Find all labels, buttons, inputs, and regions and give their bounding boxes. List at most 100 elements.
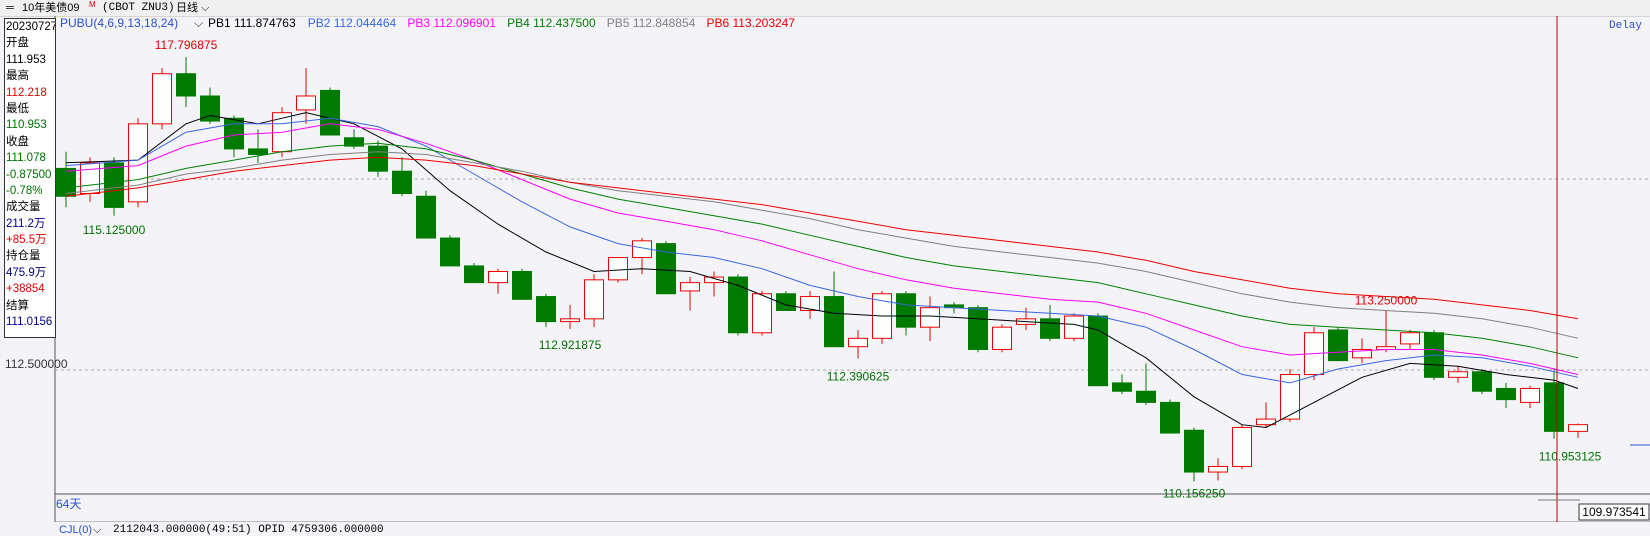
candle-body — [1520, 387, 1540, 403]
price-annotation: 112.921875 — [539, 338, 602, 352]
candle-body — [1136, 390, 1156, 403]
info-panel-item: 持仓量 — [6, 250, 41, 263]
candle-body — [536, 296, 556, 323]
chevron-down-icon[interactable]: ⌵ — [194, 16, 203, 30]
candle-body — [56, 167, 76, 197]
window-icon[interactable]: ═ — [6, 2, 14, 14]
symbol-name[interactable]: 10年美债09 — [22, 2, 80, 14]
ma-line-pb4 — [65, 142, 1579, 359]
candle-body — [1280, 374, 1300, 420]
candle-body — [1184, 429, 1204, 473]
candle-body — [680, 282, 700, 292]
info-panel-item: 110.953 — [6, 119, 47, 132]
candle-body — [512, 270, 532, 300]
candle-body — [248, 148, 268, 155]
candlestick-chart[interactable]: 112.500000 117.796875 115.125000 112.921875… — [0, 16, 1650, 522]
candle-body — [1472, 371, 1492, 392]
candle-body — [1328, 329, 1348, 362]
price-annotation: 115.125000 — [83, 223, 146, 237]
ma-line-pb1 — [65, 112, 1579, 429]
info-panel-item: +85.5万 — [6, 234, 47, 247]
candle-body — [1352, 348, 1372, 359]
candle-body — [656, 243, 676, 295]
candle-body — [392, 170, 412, 194]
candle-body — [320, 89, 340, 136]
chevron-down-icon[interactable]: ⌵ — [201, 2, 210, 14]
candle-body — [1040, 318, 1060, 339]
delay-label: Delay — [1609, 20, 1642, 32]
candle-body — [1232, 426, 1252, 467]
candle-body — [80, 162, 100, 194]
info-panel-item: 收盘 — [6, 135, 29, 148]
info-panel-item: 成交量 — [6, 201, 41, 214]
candle-body — [920, 307, 940, 328]
price-annotation: 110.953125 — [1539, 450, 1602, 464]
candle-body — [824, 296, 844, 348]
legend-item: PB3 112.096901 — [407, 16, 496, 30]
price-annotation: 117.796875 — [155, 38, 218, 52]
period-label: 日线 — [176, 2, 198, 14]
info-panel-item: 最高 — [6, 70, 29, 83]
info-panel-item: 111.078 — [6, 152, 46, 165]
legend-item: PB5 112.848854 — [607, 16, 696, 30]
candle-body — [1568, 424, 1588, 432]
legend-item: PB6 113.203247 — [707, 16, 796, 30]
info-panel-item: 111.953 — [6, 53, 46, 66]
candle-body — [1544, 382, 1564, 432]
indicator-name[interactable]: PUBU(4,6,9,13,18,24) — [60, 16, 178, 30]
ma-line-pb5 — [65, 151, 1579, 339]
candle-body — [1448, 371, 1468, 378]
candle-body — [128, 123, 148, 203]
ma-line-pb6 — [65, 156, 1579, 320]
candle-body — [560, 318, 580, 323]
candle-body — [704, 276, 724, 284]
volume-indicator-bar: CJL(0) ⌵ 2112043.000000(49:51) OPID 4759… — [55, 524, 1650, 536]
candle-body — [1496, 387, 1516, 401]
candle-body — [896, 293, 916, 328]
candle-body — [968, 307, 988, 350]
candle-body — [464, 265, 484, 284]
candle-body — [584, 279, 604, 320]
candle-body — [752, 293, 772, 334]
info-panel-item: 112.218 — [6, 86, 47, 99]
chevron-down-icon[interactable]: ⌵ — [93, 524, 102, 536]
candle-body — [176, 73, 196, 97]
symbol-superscript: M — [89, 0, 96, 9]
price-axis-box — [1578, 503, 1650, 521]
info-panel-item: 111.0156 — [6, 316, 53, 329]
contract-code: (CBOT ZNU3) — [102, 2, 175, 14]
candle-body — [1112, 382, 1132, 392]
title-bar: ═ 10年美债09 M (CBOT ZNU3) 日线 ⌵ — [0, 0, 1650, 17]
info-panel-item: 结算 — [6, 299, 29, 312]
candle-body — [1064, 315, 1084, 339]
legend-item: PB4 112.437500 — [507, 16, 596, 30]
info-panel-item: 最低 — [6, 102, 29, 115]
candle-body — [728, 276, 748, 334]
candle-body — [488, 270, 508, 284]
volume-indicator-values: 2112043.000000(49:51) OPID 4759306.00000… — [113, 524, 384, 536]
info-panel-item: -0.87500 — [6, 168, 52, 181]
info-panel-item: 211.2万 — [6, 217, 46, 230]
candle-body — [776, 293, 796, 311]
candle-body — [344, 137, 364, 147]
candle-body — [1256, 418, 1276, 426]
candle-body — [104, 162, 124, 208]
ma-line-pb2 — [65, 117, 1579, 384]
info-panel-item: -0.78% — [6, 184, 43, 197]
candle-body — [200, 95, 220, 122]
info-panel-item: 20230727 — [6, 21, 56, 33]
info-panel-item: 475.9万 — [6, 266, 47, 279]
legend-item: PB1 111.874763 — [208, 16, 296, 30]
candle-body — [848, 337, 868, 348]
period-selector[interactable]: 日线 ⌵ — [176, 0, 209, 16]
gridline-label: 112.500000 — [5, 357, 68, 371]
candle-body — [1088, 315, 1108, 387]
candle-body — [608, 257, 628, 281]
info-panel-item: 开盘 — [6, 37, 29, 50]
candle-body — [224, 117, 244, 150]
bar-count-label: 64天 — [56, 497, 81, 511]
volume-indicator-label[interactable]: CJL(0) — [59, 524, 93, 536]
price-annotation: 113.250000 — [1355, 293, 1418, 307]
candle-body — [1208, 465, 1228, 473]
quote-info-panel: 20230727 开盘 111.953 最高 112.218 最低 110.953 收盘 111… — [4, 18, 56, 338]
